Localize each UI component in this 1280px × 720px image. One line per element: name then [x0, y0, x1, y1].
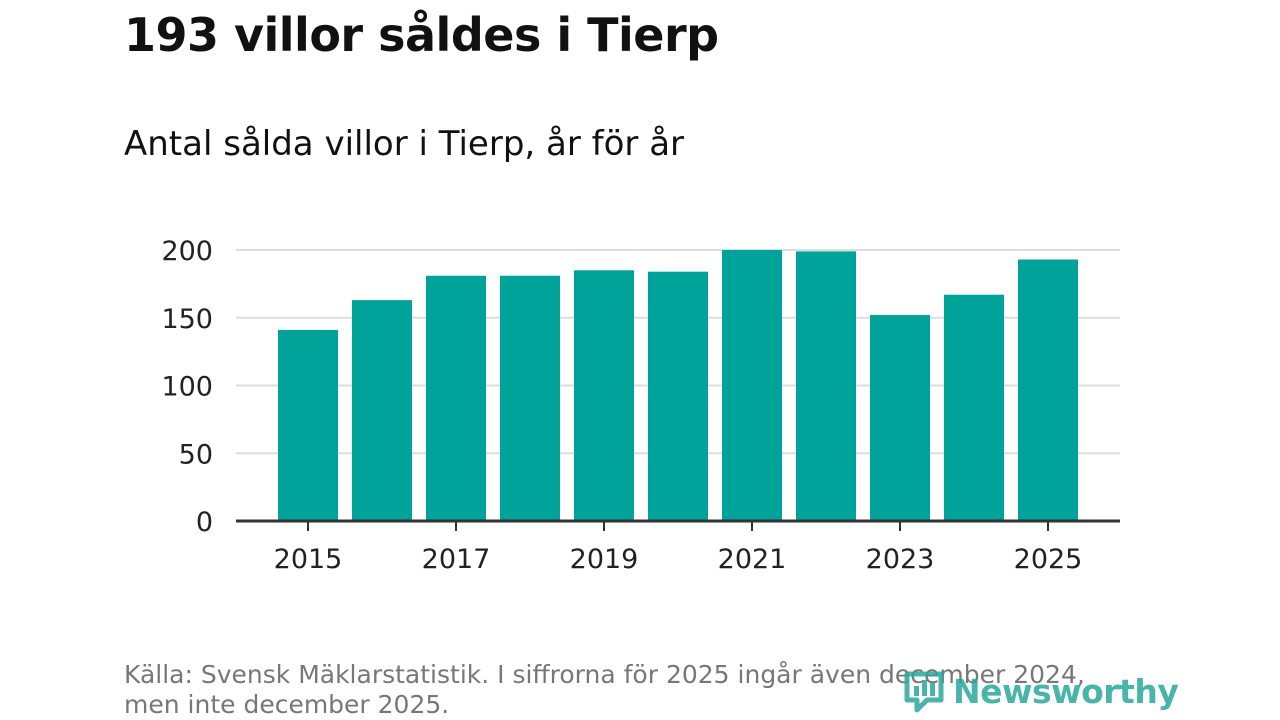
bar-2018	[500, 275, 560, 521]
bar-2015	[278, 329, 338, 521]
chart-title: 193 villor såldes i Tierp	[124, 8, 719, 62]
chart-subtitle: Antal sålda villor i Tierp, år för år	[124, 124, 685, 164]
y-tick-label: 100	[161, 372, 213, 403]
bar-2025	[1018, 259, 1078, 521]
x-tick-label: 2017	[422, 544, 491, 575]
bar-2020	[648, 271, 708, 521]
bar-2023	[870, 315, 930, 521]
bar-2024	[944, 294, 1004, 521]
bar-2016	[352, 300, 412, 521]
axes: 0 50 100 150 200 2015 2017 2019 2021 2023 2025	[161, 236, 1120, 575]
y-tick-label: 150	[161, 304, 213, 335]
x-tick-label: 2023	[866, 544, 935, 575]
newsworthy-logo: Newsworthy	[903, 668, 1179, 714]
x-tick-label: 2019	[570, 544, 639, 575]
x-tick-label: 2025	[1014, 544, 1083, 575]
bar-2019	[574, 270, 634, 521]
bar-chart-logo-icon	[904, 671, 944, 713]
y-tick-label: 50	[179, 439, 213, 470]
x-tick-label: 2021	[718, 544, 787, 575]
x-tick-label: 2015	[274, 544, 343, 575]
y-tick-label: 0	[196, 507, 213, 538]
bar-chart: 0 50 100 150 200 2015 2017 2019 2021 2023 2025	[161, 236, 1120, 575]
logo-wordmark: Newsworthy	[953, 671, 1179, 711]
bar-2022	[796, 251, 856, 522]
bar-2021	[722, 250, 782, 521]
bars	[278, 250, 1078, 522]
y-tick-label: 200	[161, 236, 213, 267]
bar-2017	[426, 275, 486, 521]
